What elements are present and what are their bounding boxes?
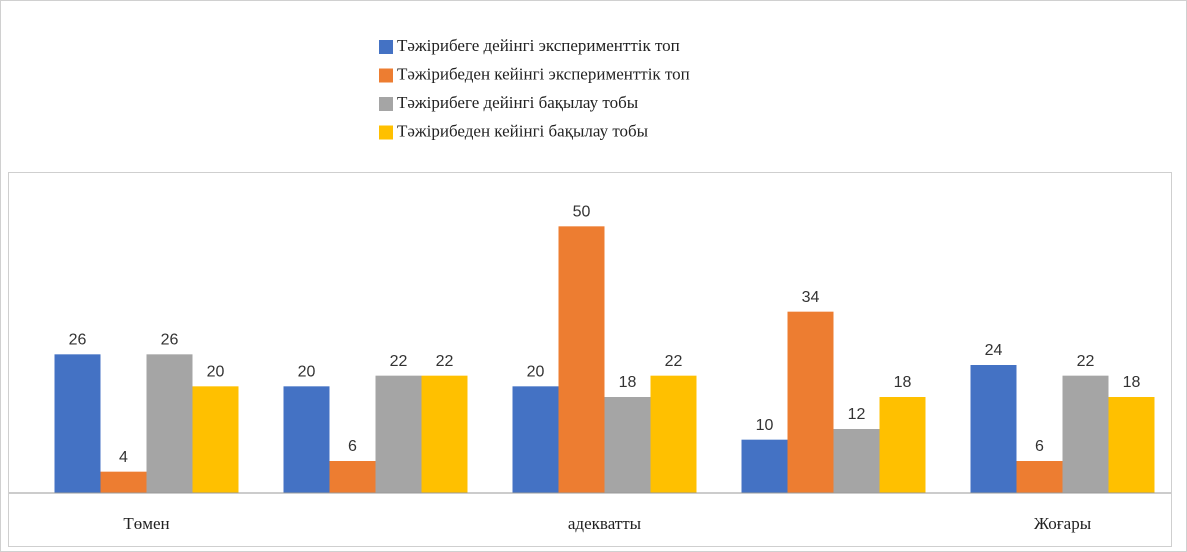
- bar: [146, 354, 193, 493]
- bar: [54, 354, 101, 493]
- plot-frame: [8, 172, 1172, 547]
- data-label: 20: [527, 364, 545, 381]
- data-label: 18: [1123, 374, 1141, 391]
- x-tick-label: Төмен: [123, 514, 169, 533]
- bar: [650, 375, 697, 493]
- legend-label: Тәжірибеден кейінгі бақылау тобы: [397, 121, 649, 140]
- data-label: 22: [1077, 353, 1095, 370]
- data-label: 22: [390, 353, 408, 370]
- bar: [741, 439, 788, 493]
- data-label: 26: [161, 332, 179, 349]
- data-label: 12: [848, 406, 866, 423]
- legend-swatch: [379, 68, 393, 83]
- bar: [1062, 375, 1109, 493]
- bar: [558, 226, 605, 494]
- bar: [1108, 397, 1155, 493]
- bar: [1016, 461, 1063, 493]
- bar: [375, 375, 422, 493]
- data-label: 4: [119, 449, 128, 466]
- x-tick-label: адекватты: [568, 514, 642, 533]
- data-label: 18: [894, 374, 912, 391]
- data-label: 22: [665, 353, 683, 370]
- bar: [329, 461, 376, 493]
- legend-swatch: [379, 40, 393, 54]
- bar: [970, 365, 1017, 493]
- data-label: 20: [207, 364, 225, 381]
- legend-swatch: [379, 97, 393, 111]
- bar: [512, 386, 559, 493]
- legend-swatch: [379, 125, 393, 140]
- bar: [421, 375, 468, 493]
- data-label: 18: [619, 374, 637, 391]
- bar: [100, 471, 147, 493]
- legend-label: Тәжірибеден кейінгі эксперименттік топ: [397, 64, 690, 83]
- data-label: 34: [802, 289, 820, 306]
- data-label: 26: [69, 332, 87, 349]
- data-label: 22: [436, 353, 454, 370]
- x-tick-label: Жоғары: [1034, 514, 1092, 533]
- bar: [787, 311, 834, 493]
- bar: [879, 397, 926, 493]
- data-label: 50: [573, 204, 591, 221]
- data-label: 6: [1035, 438, 1044, 455]
- legend-label: Тәжірибеге дейінгі бақылау тобы: [397, 93, 639, 112]
- data-label: 24: [985, 342, 1003, 359]
- data-label: 6: [348, 438, 357, 455]
- bar: [833, 429, 880, 493]
- bar: [283, 386, 330, 493]
- bar: [604, 397, 651, 493]
- data-label: 20: [298, 364, 316, 381]
- legend-label: Тәжірибеге дейінгі эксперименттік топ: [397, 36, 680, 55]
- data-label: 10: [756, 417, 774, 434]
- bar: [192, 386, 239, 493]
